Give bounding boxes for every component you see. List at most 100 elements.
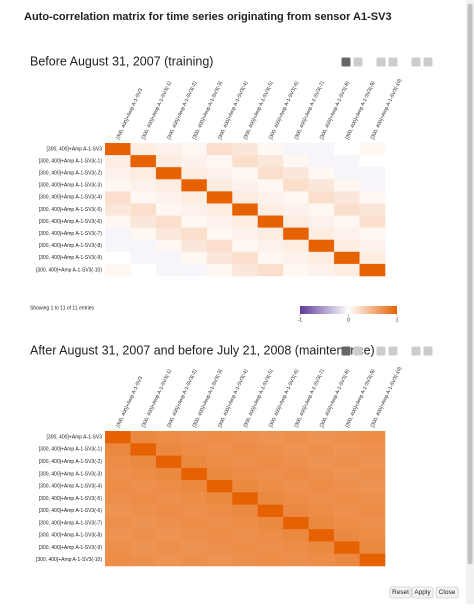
heatmap-cell [283, 467, 309, 481]
heatmap-cell [130, 504, 157, 518]
toolbar-icon[interactable] [388, 346, 398, 356]
heatmap-cell [359, 251, 386, 265]
heatmap-cell [181, 227, 208, 241]
toolbar-icon[interactable] [353, 346, 363, 356]
toolbar-icon[interactable] [423, 346, 433, 356]
heatmap-cell [232, 155, 259, 168]
heatmap-cell [206, 504, 233, 518]
heatmap-cell [155, 467, 182, 481]
toolbar-icon[interactable] [341, 346, 351, 356]
heatmap-cell [334, 191, 360, 204]
heatmap-cell [232, 443, 259, 456]
heatmap-cell [206, 553, 233, 567]
heatmap-cell [105, 263, 131, 277]
heatmap-cell [232, 516, 259, 530]
heatmap-cell [257, 227, 284, 241]
toolbar-icon[interactable] [353, 57, 363, 67]
heatmap-cell [308, 251, 335, 265]
scrollbar-thumb[interactable] [467, 4, 473, 564]
heatmap-cell [206, 443, 233, 456]
heatmap-cell [308, 480, 335, 493]
heatmap-cell [257, 541, 284, 555]
heatmap-cell [130, 541, 157, 555]
heatmap-cell [206, 239, 233, 253]
heatmap-cell [105, 191, 131, 204]
heatmap-cell [155, 215, 182, 228]
heatmap-cell [257, 492, 284, 505]
heatmap-cell [130, 155, 157, 168]
heatmap-cell [155, 191, 182, 204]
heatmap-cell [130, 480, 157, 493]
heatmap-cell [181, 467, 208, 481]
toolbar-icon[interactable] [411, 346, 421, 356]
row-label: [300, 400]+Amp A-1-SV3(-5) [39, 496, 103, 502]
toolbar-icon[interactable] [411, 57, 421, 67]
toolbar-icon[interactable] [376, 57, 386, 67]
heatmap-cell [308, 155, 335, 168]
row-label: [300, 400]+Amp A-1-SV3(-4) [39, 195, 103, 201]
heatmap-cell [130, 251, 157, 265]
heatmap-cell [155, 541, 182, 555]
heatmap-cell [257, 553, 284, 567]
row-label: [300, 400]+Amp A-1-SV3(-8) [39, 243, 103, 249]
heatmap-cell [105, 179, 131, 192]
heatmap-cell [308, 143, 335, 156]
heatmap-cell [181, 480, 208, 493]
button[interactable] [411, 586, 434, 599]
row-label: [300, 400]+Amp A-1-SV3(-3) [39, 183, 103, 189]
heatmap-cell [206, 179, 233, 192]
heatmap-cell [181, 431, 208, 444]
heatmap-cell [206, 529, 233, 542]
toolbar-icon[interactable] [341, 57, 351, 67]
toolbar-icon[interactable] [423, 57, 433, 67]
toolbar-icon[interactable] [376, 346, 386, 356]
heatmap-cell [181, 251, 208, 265]
heatmap-cell [206, 251, 233, 265]
heatmap-cell [232, 251, 259, 265]
heatmap-cell [359, 239, 386, 253]
heatmap-cell [155, 455, 182, 469]
button-label[interactable]: Close [439, 589, 456, 596]
button[interactable] [389, 586, 412, 599]
dialog-title: Auto-correlation matrix for time series … [24, 11, 392, 23]
toolbar-icon[interactable] [388, 57, 398, 67]
heatmap-cell [283, 553, 309, 567]
heatmap-cell [359, 203, 386, 216]
heatmap-cell [232, 467, 259, 481]
button[interactable] [435, 586, 459, 599]
heatmap-cell [206, 191, 233, 204]
heatmap-cell [206, 516, 233, 530]
heatmap-cell [334, 167, 360, 180]
heatmap-cell [155, 179, 182, 192]
heatmap-cell [308, 215, 335, 228]
heatmap-cell [359, 227, 386, 241]
heatmap-cell [105, 492, 131, 505]
heatmap-cell [257, 179, 284, 192]
heatmap-cell [105, 516, 131, 530]
heatmap-cell [155, 480, 182, 493]
heatmap-cell [206, 431, 233, 444]
button-label[interactable]: Apply [414, 589, 431, 596]
heatmap-cell [308, 443, 335, 456]
heatmap-cell [181, 191, 208, 204]
heatmap-cell [334, 492, 360, 505]
heatmap-cell [257, 467, 284, 481]
heatmap-cell [155, 239, 182, 253]
heatmap-cell [130, 443, 157, 456]
heatmap-cell [155, 516, 182, 530]
heatmap-cell [130, 529, 157, 542]
heatmap-cell [283, 239, 309, 253]
heatmap-cell [155, 227, 182, 241]
heatmap-cell [334, 263, 360, 277]
heatmap-cell [181, 455, 208, 469]
heatmap-cell [105, 143, 131, 156]
heatmap-cell [105, 227, 131, 241]
button-label[interactable]: Reset [392, 589, 409, 596]
heatmap-cell [257, 251, 284, 265]
heatmap-cell [334, 516, 360, 530]
heatmap-cell [232, 263, 259, 277]
row-label: [300, 400]+Amp A-1-SV3(-1) [39, 158, 103, 164]
heatmap-cell [359, 155, 386, 168]
heatmap-cell [283, 504, 309, 518]
heatmap-cell [257, 455, 284, 469]
